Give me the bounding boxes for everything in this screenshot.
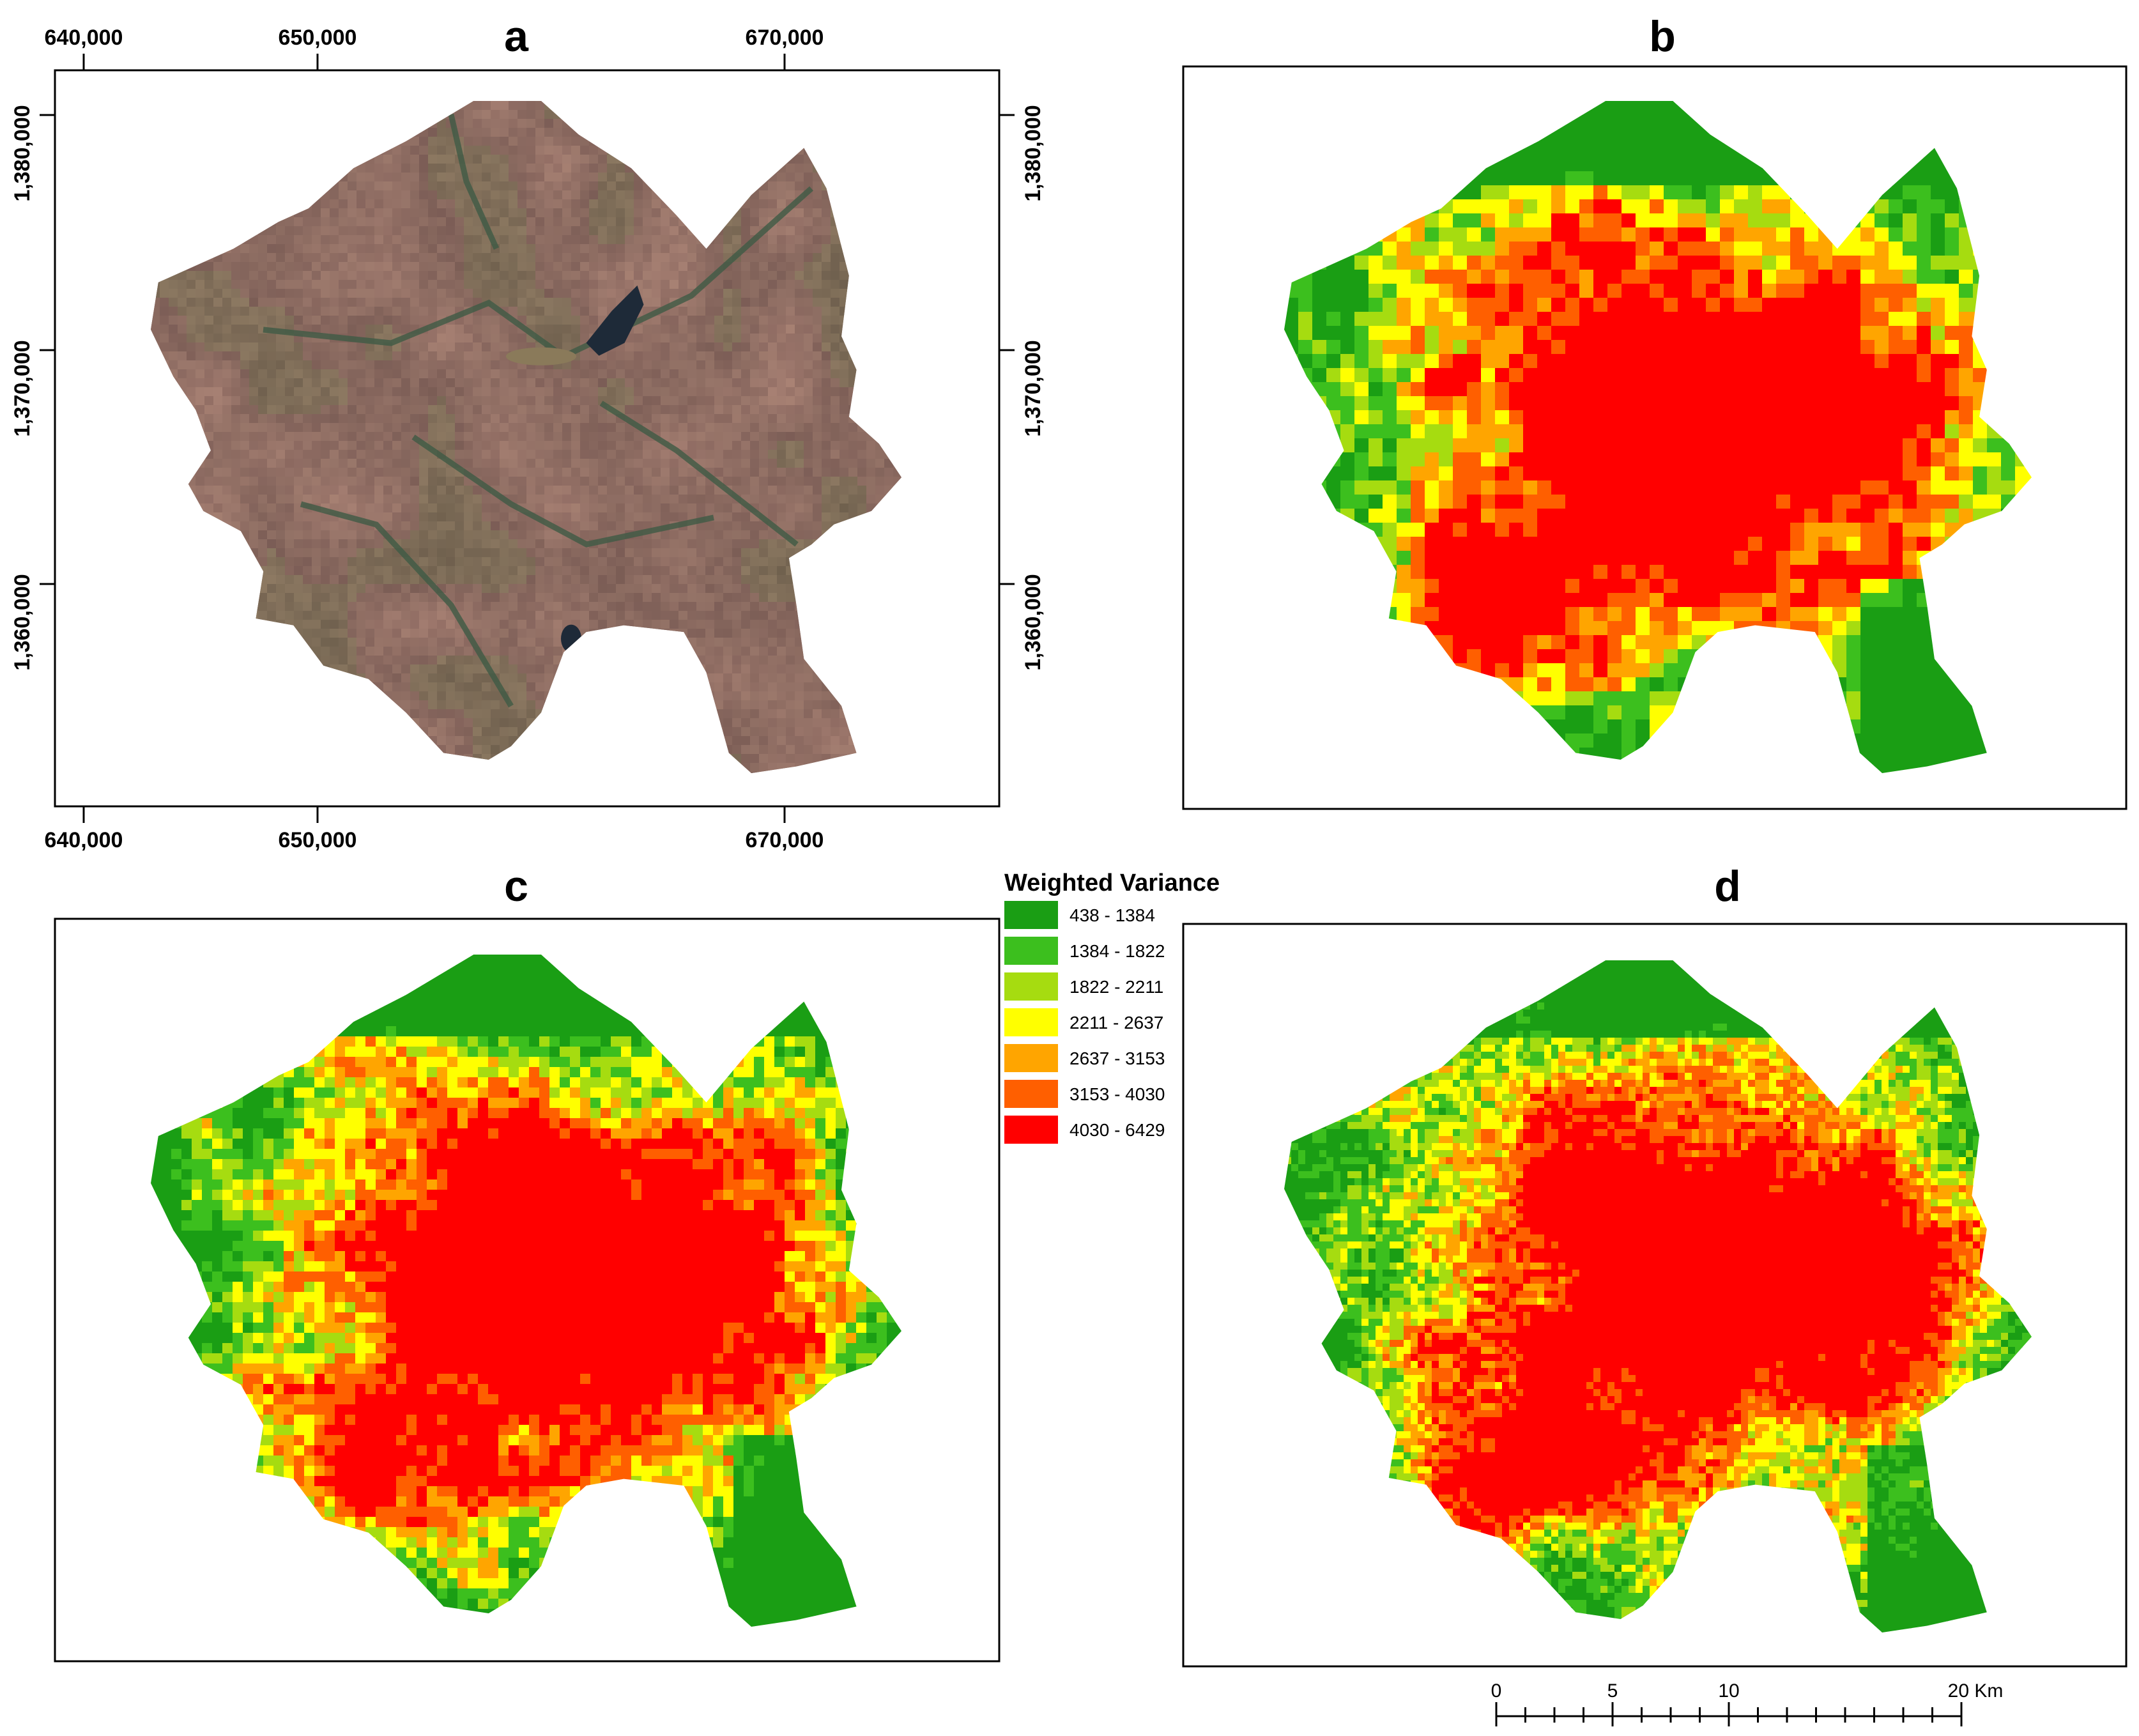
panel-label-a: a (504, 12, 529, 61)
map-panel-c: c (54, 862, 1000, 1663)
x-tick-label-top: 670,000 (746, 26, 824, 50)
map-panel-a: a (54, 12, 1000, 808)
legend-item-label: 2637 - 3153 (1070, 1049, 1165, 1068)
y-tick-label-left: 1,360,000 (10, 574, 34, 670)
legend-swatch (1004, 1116, 1058, 1144)
legend-item-label: 2211 - 2637 (1070, 1013, 1163, 1033)
legend-swatch (1004, 1080, 1058, 1108)
y-tick-label-right: 1,380,000 (1021, 105, 1045, 201)
legend-swatch (1004, 1044, 1058, 1072)
reservoir (586, 285, 644, 356)
panel-label-d: d (1714, 862, 1741, 910)
legend-swatch (1004, 1008, 1058, 1036)
legend-swatch (1004, 937, 1058, 965)
legend-swatch (1004, 901, 1058, 929)
y-tick-label-right: 1,370,000 (1021, 340, 1045, 436)
legend-item-label: 4030 - 6429 (1070, 1120, 1165, 1140)
y-tick-label-right: 1,360,000 (1021, 574, 1045, 670)
legend-item-label: 1822 - 2211 (1070, 977, 1163, 997)
x-tick-label-top: 650,000 (279, 26, 357, 50)
legend-item-label: 1384 - 1822 (1070, 941, 1165, 961)
x-tick-label-top: 640,000 (45, 26, 123, 50)
scale-bar-label: 10 (1718, 1680, 1739, 1701)
map-panel-b: b (1182, 12, 2128, 810)
panel-label-c: c (504, 862, 528, 910)
legend-title: Weighted Variance (1004, 870, 1220, 896)
scale-bar-label: 5 (1607, 1680, 1618, 1701)
panel-label-b: b (1649, 12, 1676, 61)
scale-bar-label: 20 Km (1948, 1680, 2004, 1701)
y-tick-label-left: 1,370,000 (10, 340, 34, 436)
coordinate-grid-labels: 640,000 640,000 650,000 650,000 670,000 670,0… (10, 26, 1045, 852)
x-tick-label-bottom: 640,000 (45, 828, 123, 852)
y-tick-label-left: 1,380,000 (10, 105, 34, 201)
scale-bar-label: 0 (1491, 1680, 1502, 1701)
scale-bar: 0 5 10 20 Km (1491, 1680, 2004, 1726)
x-tick-label-bottom: 650,000 (279, 828, 357, 852)
legend-swatch (1004, 972, 1058, 1001)
x-tick-label-bottom: 670,000 (746, 828, 824, 852)
map-panel-d: d (1182, 862, 2128, 1668)
legend: Weighted Variance 438 - 1384 1384 - 1822 18… (1004, 870, 1220, 1144)
legend-item-label: 438 - 1384 (1070, 905, 1155, 925)
legend-item-label: 3153 - 4030 (1070, 1084, 1165, 1104)
